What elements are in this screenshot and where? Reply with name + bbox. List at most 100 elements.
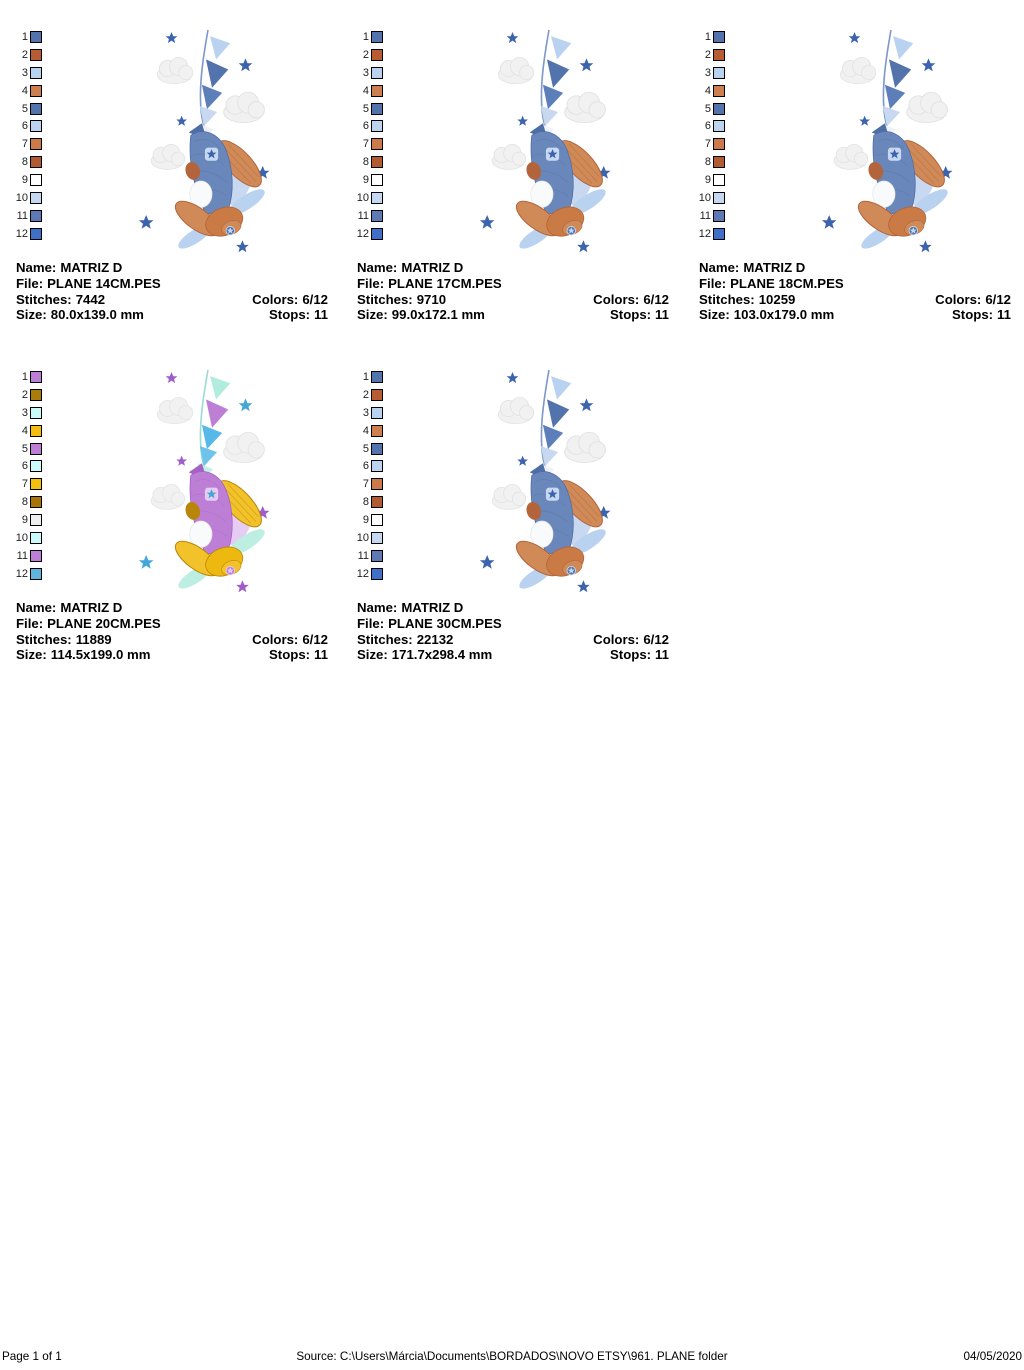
thread-swatch [713, 209, 725, 222]
palette-row: 8 [15, 493, 42, 511]
size-label: Size: [357, 647, 388, 663]
palette-row: 11 [15, 207, 42, 225]
palette-row: 6 [356, 117, 383, 135]
palette-row: 12 [698, 225, 725, 243]
palette-row: 1 [15, 368, 42, 386]
name-label: Name: [699, 260, 740, 275]
palette-row: 2 [356, 386, 383, 404]
thread-swatch [713, 30, 725, 43]
palette-row: 11 [356, 207, 383, 225]
thread-number: 2 [704, 48, 711, 61]
thread-number: 3 [362, 406, 369, 419]
palette-row: 10 [356, 189, 383, 207]
stops-count: 11 [314, 647, 328, 663]
design-name: MATRIZ D [401, 600, 464, 615]
thread-number: 9 [362, 514, 369, 527]
design-size: 80.0x139.0 mm [50, 307, 144, 323]
palette-row: 7 [15, 135, 42, 153]
thread-number: 12 [698, 227, 711, 240]
colors-count: 6/12 [302, 631, 328, 647]
size-label: Size: [16, 307, 47, 323]
thread-color-palette: 1 2 3 4 5 6 7 8 9 10 11 12 [356, 28, 383, 243]
palette-row: 12 [356, 225, 383, 243]
thread-number: 12 [15, 227, 28, 240]
thread-number: 1 [362, 370, 369, 383]
stops-count: 11 [655, 647, 669, 663]
palette-row: 6 [15, 457, 42, 475]
name-label: Name: [16, 260, 57, 275]
thread-number: 8 [21, 496, 28, 509]
palette-row: 10 [698, 189, 725, 207]
thread-swatch [371, 406, 383, 419]
colors-label: Colors: [252, 631, 299, 647]
thread-number: 11 [699, 209, 711, 222]
palette-row: 3 [15, 404, 42, 422]
palette-row: 6 [15, 117, 42, 135]
thread-swatch [371, 102, 383, 115]
thread-number: 6 [362, 460, 369, 473]
thread-number: 3 [21, 406, 28, 419]
thread-number: 2 [21, 388, 28, 401]
thread-number: 2 [362, 388, 369, 401]
stops-label: Stops: [952, 307, 994, 323]
thread-number: 5 [362, 442, 369, 455]
design-card-plane-17cm: 1 2 3 4 5 6 7 8 9 10 11 12 Name: MATRIZ D File: PLANE… [356, 28, 669, 333]
thread-number: 11 [357, 549, 369, 562]
thread-swatch [30, 84, 42, 97]
palette-row: 3 [698, 64, 725, 82]
thread-number: 5 [21, 102, 28, 115]
thread-swatch [371, 48, 383, 61]
thread-color-palette: 1 2 3 4 5 6 7 8 9 10 11 12 [698, 28, 725, 243]
thread-swatch [713, 66, 725, 79]
thread-swatch [371, 442, 383, 455]
stitches-label: Stitches: [357, 631, 413, 647]
design-name: MATRIZ D [60, 600, 123, 615]
thread-swatch [371, 567, 383, 580]
thread-swatch [30, 191, 42, 204]
stitches-label: Stitches: [16, 291, 72, 307]
thread-swatch [371, 496, 383, 509]
thread-number: 8 [704, 156, 711, 169]
palette-row: 8 [15, 153, 42, 171]
thread-number: 11 [16, 549, 28, 562]
thread-swatch [30, 442, 42, 455]
embroidery-preview-plane [127, 368, 291, 596]
palette-row: 11 [15, 547, 42, 565]
stitch-count: 11889 [75, 631, 112, 647]
stitch-count: 9710 [416, 291, 447, 307]
thread-number: 8 [362, 496, 369, 509]
thread-swatch [30, 406, 42, 419]
design-file: PLANE 30CM.PES [388, 615, 502, 631]
thread-number: 10 [15, 531, 28, 544]
thread-swatch [371, 531, 383, 544]
thread-number: 9 [704, 174, 711, 187]
thread-swatch [713, 120, 725, 133]
thread-number: 4 [21, 84, 28, 97]
embroidery-preview-plane [468, 368, 632, 596]
thread-number: 5 [362, 102, 369, 115]
palette-row: 1 [356, 368, 383, 386]
palette-row: 4 [356, 82, 383, 100]
palette-row: 4 [15, 82, 42, 100]
thread-swatch [30, 209, 42, 222]
palette-row: 2 [356, 46, 383, 64]
palette-row: 5 [356, 440, 383, 458]
size-label: Size: [16, 647, 47, 663]
thread-number: 4 [362, 424, 369, 437]
palette-row: 2 [15, 386, 42, 404]
thread-swatch [30, 424, 42, 437]
stitches-label: Stitches: [16, 631, 72, 647]
thread-number: 12 [356, 567, 369, 580]
thread-swatch [371, 370, 383, 383]
palette-row: 3 [356, 64, 383, 82]
palette-row: 9 [356, 511, 383, 529]
thread-swatch [371, 120, 383, 133]
thread-swatch [371, 424, 383, 437]
design-size: 114.5x199.0 mm [50, 647, 151, 663]
palette-row: 5 [356, 100, 383, 118]
file-label: File: [16, 275, 44, 291]
thread-number: 3 [704, 66, 711, 79]
thread-swatch [371, 138, 383, 151]
thread-swatch [371, 191, 383, 204]
thread-color-palette: 1 2 3 4 5 6 7 8 9 10 11 12 [356, 368, 383, 583]
